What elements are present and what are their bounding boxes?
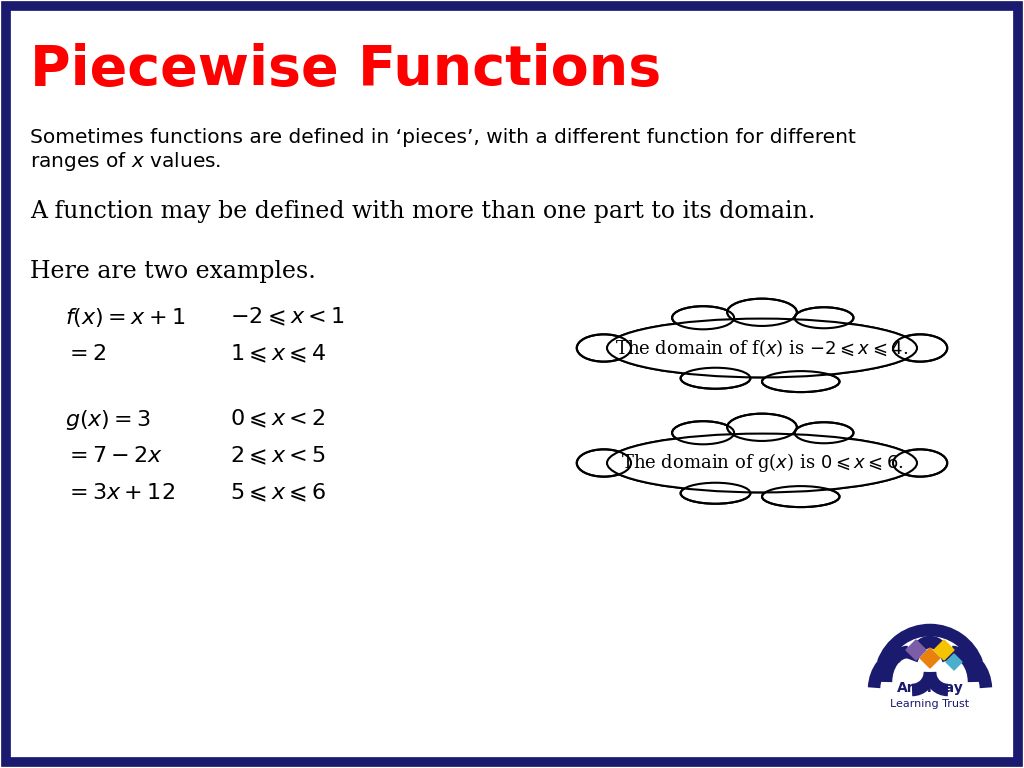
Ellipse shape <box>799 424 849 442</box>
Ellipse shape <box>686 369 745 387</box>
Text: $1 \leqslant x \leqslant 4$: $1 \leqslant x \leqslant 4$ <box>230 343 327 366</box>
Ellipse shape <box>686 485 745 502</box>
Ellipse shape <box>607 434 918 492</box>
Polygon shape <box>906 640 926 660</box>
Polygon shape <box>920 648 940 668</box>
Ellipse shape <box>893 449 947 477</box>
Text: Here are two examples.: Here are two examples. <box>30 260 315 283</box>
Polygon shape <box>934 640 954 660</box>
Ellipse shape <box>727 299 797 326</box>
Text: $g(x) = 3$: $g(x) = 3$ <box>65 408 152 432</box>
Text: $5 \leqslant x \leqslant 6$: $5 \leqslant x \leqslant 6$ <box>230 482 327 505</box>
Ellipse shape <box>795 307 853 328</box>
Ellipse shape <box>762 486 840 507</box>
Text: The domain of g($x$) is $0 \leqslant x \leqslant 6$.: The domain of g($x$) is $0 \leqslant x \… <box>621 452 903 475</box>
Text: Piecewise Functions: Piecewise Functions <box>30 43 662 97</box>
Text: Sometimes functions are defined in ‘pieces’, with a different function for diffe: Sometimes functions are defined in ‘piec… <box>30 128 856 174</box>
Ellipse shape <box>799 309 849 326</box>
Ellipse shape <box>607 319 918 377</box>
Text: The domain of f($x$) is $-2 \leqslant x \leqslant 4$.: The domain of f($x$) is $-2 \leqslant x … <box>615 337 908 359</box>
Ellipse shape <box>727 414 797 441</box>
Text: $0 \leqslant x < 2$: $0 \leqslant x < 2$ <box>230 408 326 430</box>
Ellipse shape <box>577 334 631 362</box>
Ellipse shape <box>583 337 626 359</box>
Text: $2 \leqslant x < 5$: $2 \leqslant x < 5$ <box>230 445 327 468</box>
Ellipse shape <box>893 334 947 362</box>
Text: $= 3x + 12$: $= 3x + 12$ <box>65 482 175 504</box>
Polygon shape <box>946 654 962 670</box>
Ellipse shape <box>898 452 942 474</box>
Ellipse shape <box>607 319 918 377</box>
Text: Learning Trust: Learning Trust <box>891 699 970 709</box>
Ellipse shape <box>795 422 853 443</box>
Ellipse shape <box>732 301 792 324</box>
Ellipse shape <box>672 306 734 329</box>
Text: Archway: Archway <box>897 681 964 695</box>
Ellipse shape <box>672 421 734 445</box>
Text: A function may be defined with more than one part to its domain.: A function may be defined with more than… <box>30 200 815 223</box>
Ellipse shape <box>607 434 918 492</box>
Ellipse shape <box>768 488 834 505</box>
Ellipse shape <box>681 368 751 389</box>
Ellipse shape <box>583 452 626 474</box>
Ellipse shape <box>681 483 751 504</box>
Ellipse shape <box>732 415 792 439</box>
Ellipse shape <box>677 423 729 442</box>
Ellipse shape <box>677 308 729 328</box>
Ellipse shape <box>577 449 631 477</box>
Text: $= 2$: $= 2$ <box>65 343 106 365</box>
Ellipse shape <box>762 371 840 392</box>
Ellipse shape <box>898 337 942 359</box>
Text: $= 7 - 2x$: $= 7 - 2x$ <box>65 445 163 467</box>
Text: $f(x) = x + 1$: $f(x) = x + 1$ <box>65 306 185 329</box>
Ellipse shape <box>768 372 834 390</box>
Text: $-2 \leqslant x < 1$: $-2 \leqslant x < 1$ <box>230 306 345 329</box>
